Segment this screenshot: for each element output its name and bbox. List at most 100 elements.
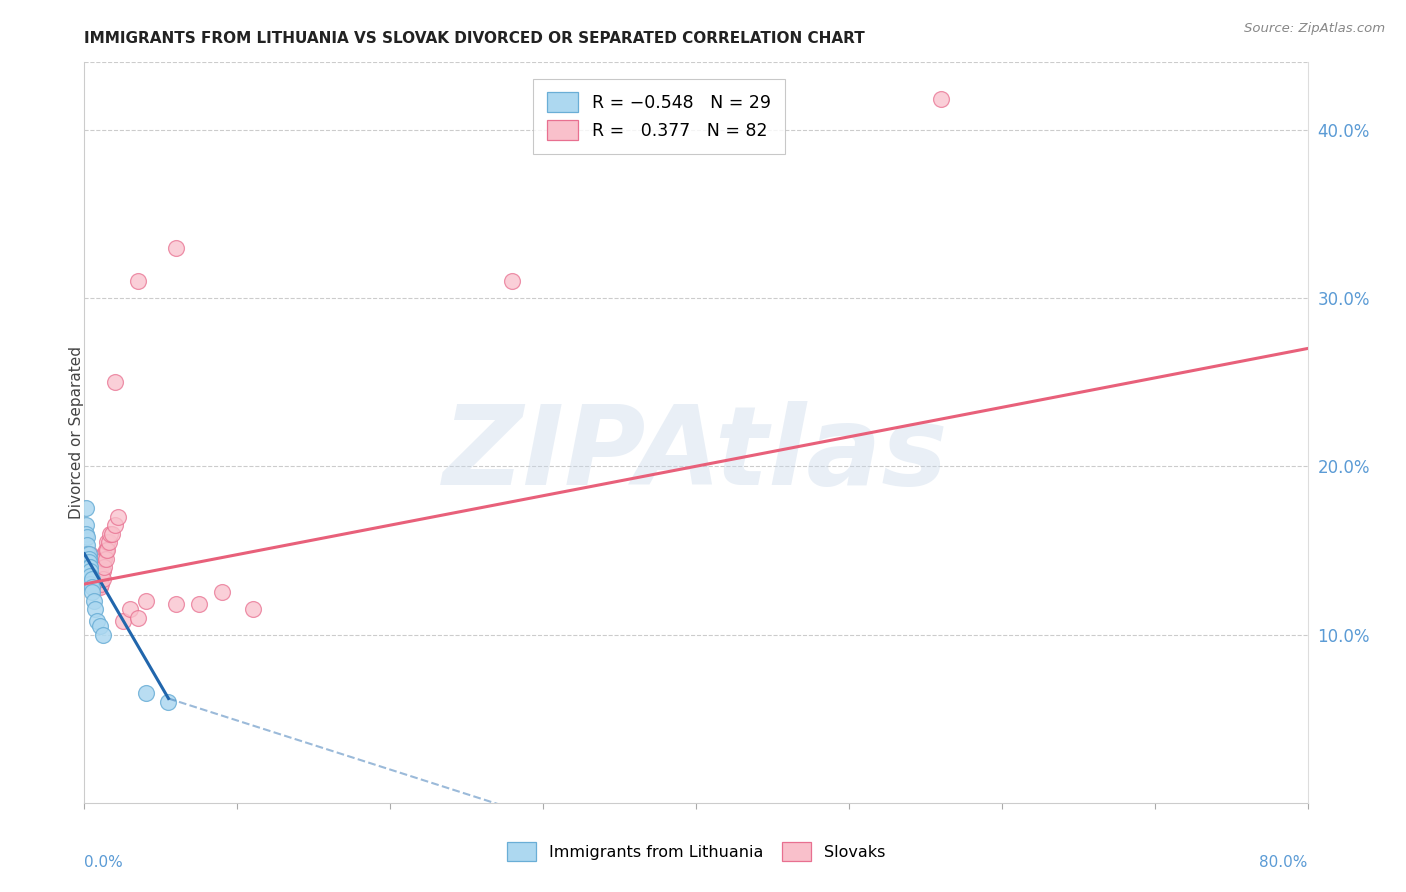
Point [80, 560, 103, 574]
Point [76, 547, 98, 561]
Point [89, 581, 111, 595]
Point [89, 572, 111, 586]
Point [86, 581, 108, 595]
Point [101, 526, 124, 541]
Text: Source: ZipAtlas.com: Source: ZipAtlas.com [1244, 22, 1385, 36]
Point [135, 686, 157, 700]
Point [188, 597, 211, 611]
Point [76, 555, 98, 569]
Point [76, 560, 98, 574]
Point [91, 551, 114, 566]
Point [76, 564, 98, 578]
Point [77, 568, 100, 582]
Point [93, 560, 115, 574]
Point [75, 501, 97, 516]
Point [84, 568, 107, 582]
Point [80, 572, 103, 586]
Point [107, 509, 129, 524]
Point [502, 274, 524, 288]
Point [165, 240, 187, 255]
Point [94, 551, 117, 566]
Point [75, 555, 97, 569]
Point [79, 568, 101, 582]
Point [84, 560, 107, 574]
Point [84, 572, 107, 586]
Point [93, 551, 115, 566]
Point [77, 547, 100, 561]
Point [79, 577, 101, 591]
Point [79, 577, 101, 591]
Point [76, 551, 98, 566]
Point [96, 543, 118, 558]
Point [76, 557, 98, 571]
Point [80, 551, 103, 566]
Point [76, 551, 98, 566]
Point [79, 560, 101, 574]
Point [83, 577, 105, 591]
Point [90, 560, 112, 574]
Point [89, 619, 111, 633]
Text: IMMIGRANTS FROM LITHUANIA VS SLOVAK DIVORCED OR SEPARATED CORRELATION CHART: IMMIGRANTS FROM LITHUANIA VS SLOVAK DIVO… [84, 31, 865, 46]
Point [86, 564, 108, 578]
Point [93, 547, 115, 561]
Point [86, 568, 108, 582]
Point [83, 564, 105, 578]
Point [87, 564, 110, 578]
Point [242, 602, 264, 616]
Point [80, 585, 103, 599]
Point [80, 568, 103, 582]
Point [76, 538, 98, 552]
Point [76, 530, 98, 544]
Point [89, 560, 111, 574]
Point [79, 560, 101, 574]
Text: 0.0%: 0.0% [84, 855, 124, 870]
Point [211, 585, 233, 599]
Point [80, 572, 103, 586]
Text: 80.0%: 80.0% [1260, 855, 1308, 870]
Point [79, 568, 101, 582]
Point [97, 535, 120, 549]
Point [91, 627, 114, 641]
Point [135, 594, 157, 608]
Point [86, 614, 108, 628]
Point [79, 547, 101, 561]
Point [77, 568, 100, 582]
Point [83, 555, 105, 569]
Point [104, 518, 127, 533]
Y-axis label: Divorced or Separated: Divorced or Separated [69, 346, 83, 519]
Point [77, 572, 100, 586]
Point [91, 564, 114, 578]
Point [111, 614, 134, 628]
Point [84, 564, 107, 578]
Point [83, 568, 105, 582]
Point [79, 564, 101, 578]
Point [94, 543, 117, 558]
Point [77, 564, 100, 578]
Point [84, 577, 107, 591]
Point [80, 564, 103, 578]
Point [83, 560, 105, 574]
Point [90, 568, 112, 582]
Point [80, 581, 103, 595]
Point [104, 375, 127, 389]
Point [77, 555, 100, 569]
Point [77, 560, 100, 574]
Text: ZIPAtlas: ZIPAtlas [443, 401, 949, 508]
Point [80, 577, 103, 591]
Legend: Immigrants from Lithuania, Slovaks: Immigrants from Lithuania, Slovaks [499, 834, 893, 869]
Point [79, 555, 101, 569]
Point [929, 92, 952, 106]
Point [157, 695, 180, 709]
Point [91, 572, 114, 586]
Point [127, 610, 149, 624]
Point [87, 577, 110, 591]
Point [77, 547, 100, 561]
Point [120, 602, 142, 616]
Point [96, 535, 118, 549]
Point [86, 572, 108, 586]
Point [90, 577, 112, 591]
Point [87, 568, 110, 582]
Point [75, 547, 97, 561]
Point [127, 274, 149, 288]
Point [77, 574, 100, 588]
